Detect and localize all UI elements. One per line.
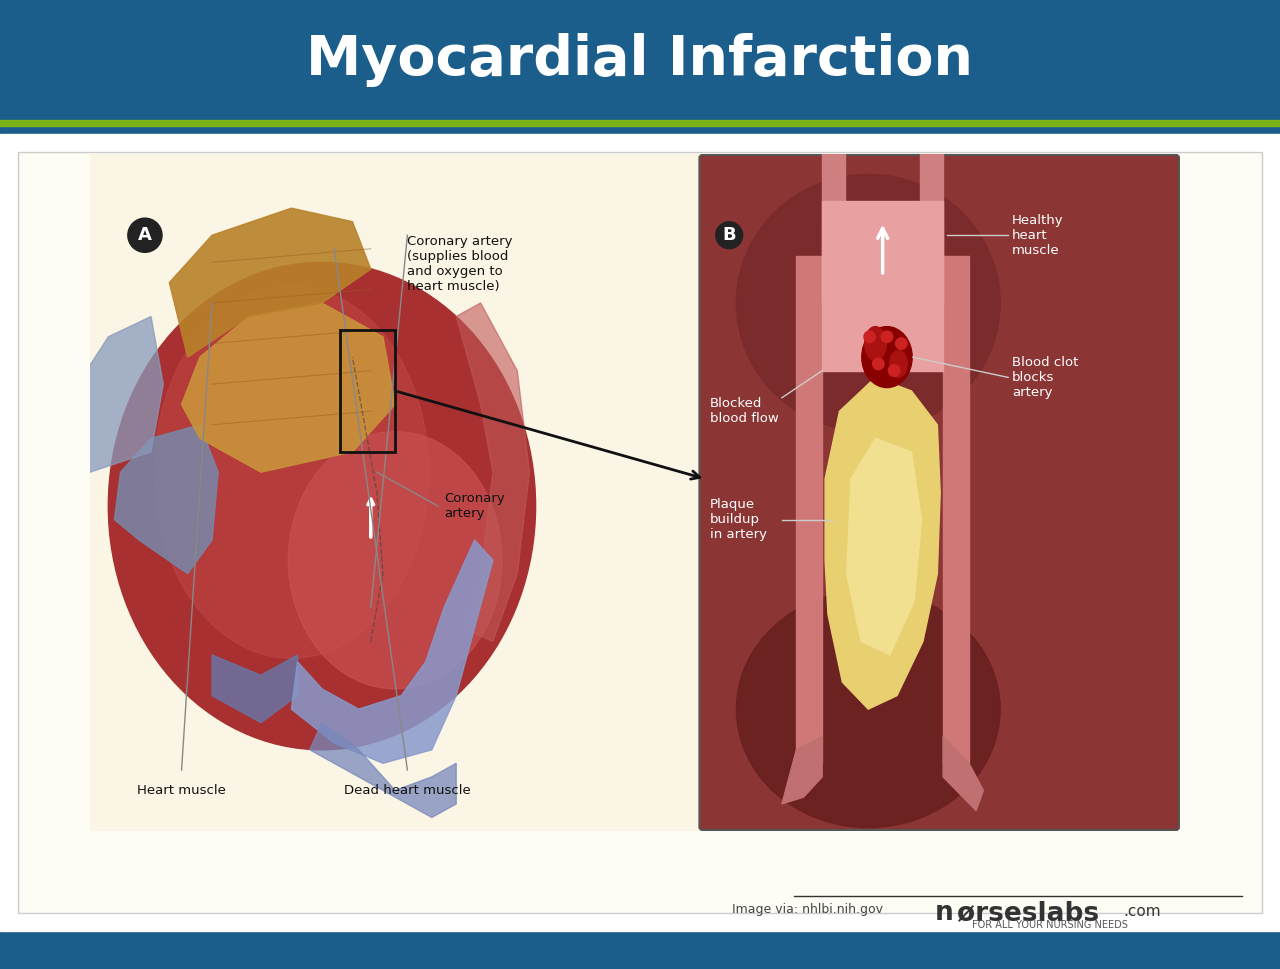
Text: ørseslabs: ørseslabs: [957, 900, 1100, 926]
Text: .com: .com: [1124, 903, 1161, 919]
Polygon shape: [782, 736, 822, 804]
Text: Healthy
heart
muscle: Healthy heart muscle: [1012, 214, 1064, 257]
Text: Myocardial Infarction: Myocardial Infarction: [306, 33, 974, 87]
Polygon shape: [456, 303, 530, 641]
Polygon shape: [846, 438, 922, 655]
Circle shape: [881, 331, 892, 343]
Polygon shape: [943, 736, 983, 811]
Polygon shape: [212, 655, 297, 723]
Ellipse shape: [109, 263, 535, 750]
Text: Image via: nhlbi.nih.gov: Image via: nhlbi.nih.gov: [732, 902, 883, 916]
Ellipse shape: [861, 327, 913, 388]
Circle shape: [128, 218, 163, 252]
Bar: [822, 154, 845, 222]
Ellipse shape: [736, 591, 1000, 828]
Bar: [340, 330, 396, 452]
FancyBboxPatch shape: [699, 155, 1179, 830]
Text: Coronary artery
(supplies blood
and oxygen to
heart muscle): Coronary artery (supplies blood and oxyg…: [407, 235, 513, 294]
Bar: [943, 256, 969, 764]
Text: A: A: [138, 226, 152, 244]
Text: Coronary
artery: Coronary artery: [444, 492, 504, 520]
Ellipse shape: [865, 327, 886, 360]
Ellipse shape: [890, 351, 908, 377]
Polygon shape: [65, 317, 164, 472]
Text: Plaque
buildup
in artery: Plaque buildup in artery: [710, 498, 767, 541]
Circle shape: [716, 222, 742, 249]
Polygon shape: [826, 377, 941, 709]
Text: Blood clot
blocks
artery: Blood clot blocks artery: [1012, 356, 1079, 399]
Bar: [0, 0, 1280, 120]
Circle shape: [896, 338, 908, 349]
Ellipse shape: [154, 286, 429, 658]
Text: Heart muscle: Heart muscle: [137, 784, 227, 797]
Polygon shape: [114, 424, 218, 574]
Ellipse shape: [736, 174, 1000, 431]
Circle shape: [873, 359, 884, 369]
Bar: [822, 222, 943, 303]
Text: B: B: [722, 226, 736, 244]
Text: Blocked
blood flow: Blocked blood flow: [710, 397, 778, 425]
Bar: [0, 931, 1280, 969]
Bar: [700, 154, 1180, 831]
Circle shape: [864, 331, 876, 343]
Bar: [18, 152, 1262, 913]
Bar: [920, 154, 943, 222]
Text: n: n: [934, 900, 954, 926]
Text: Dead heart muscle: Dead heart muscle: [344, 784, 471, 797]
Polygon shape: [169, 208, 371, 358]
Polygon shape: [182, 303, 396, 472]
Bar: [822, 202, 943, 370]
Bar: [796, 256, 822, 764]
Ellipse shape: [288, 431, 502, 689]
Polygon shape: [292, 540, 493, 764]
Circle shape: [888, 365, 900, 376]
Polygon shape: [310, 723, 456, 818]
Bar: [0, 134, 1280, 931]
Bar: [90, 154, 700, 831]
Text: FOR ALL YOUR NURSING NEEDS: FOR ALL YOUR NURSING NEEDS: [972, 920, 1128, 930]
